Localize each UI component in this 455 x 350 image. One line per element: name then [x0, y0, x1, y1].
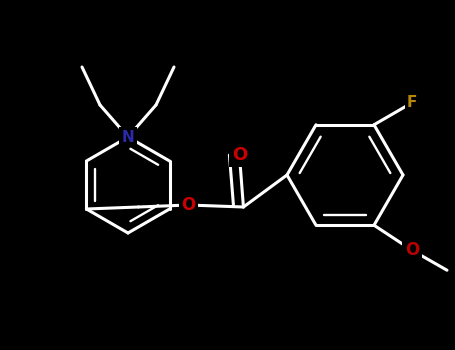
Text: O: O	[181, 196, 196, 214]
Text: N: N	[121, 130, 134, 145]
Text: O: O	[405, 241, 419, 259]
Text: F: F	[407, 95, 417, 110]
Text: O: O	[232, 146, 247, 164]
